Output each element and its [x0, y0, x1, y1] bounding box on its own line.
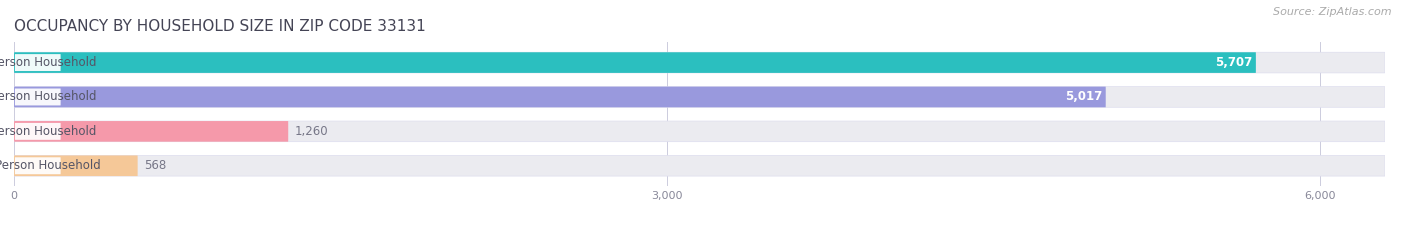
FancyBboxPatch shape — [14, 121, 288, 142]
Text: Source: ZipAtlas.com: Source: ZipAtlas.com — [1274, 7, 1392, 17]
FancyBboxPatch shape — [14, 155, 138, 176]
FancyBboxPatch shape — [15, 54, 60, 71]
FancyBboxPatch shape — [15, 89, 60, 106]
FancyBboxPatch shape — [14, 121, 1385, 142]
Text: 3-Person Household: 3-Person Household — [0, 125, 97, 138]
FancyBboxPatch shape — [14, 52, 1385, 73]
Text: 1-Person Household: 1-Person Household — [0, 56, 97, 69]
Text: 5,707: 5,707 — [1215, 56, 1253, 69]
Text: 1,260: 1,260 — [295, 125, 329, 138]
Text: 2-Person Household: 2-Person Household — [0, 90, 97, 103]
Text: 5,017: 5,017 — [1066, 90, 1102, 103]
Text: 4+ Person Household: 4+ Person Household — [0, 159, 101, 172]
Text: OCCUPANCY BY HOUSEHOLD SIZE IN ZIP CODE 33131: OCCUPANCY BY HOUSEHOLD SIZE IN ZIP CODE … — [14, 19, 426, 34]
FancyBboxPatch shape — [14, 87, 1385, 107]
FancyBboxPatch shape — [14, 52, 1256, 73]
FancyBboxPatch shape — [14, 87, 1105, 107]
FancyBboxPatch shape — [14, 155, 1385, 176]
FancyBboxPatch shape — [15, 123, 60, 140]
FancyBboxPatch shape — [15, 157, 60, 174]
Text: 568: 568 — [145, 159, 166, 172]
